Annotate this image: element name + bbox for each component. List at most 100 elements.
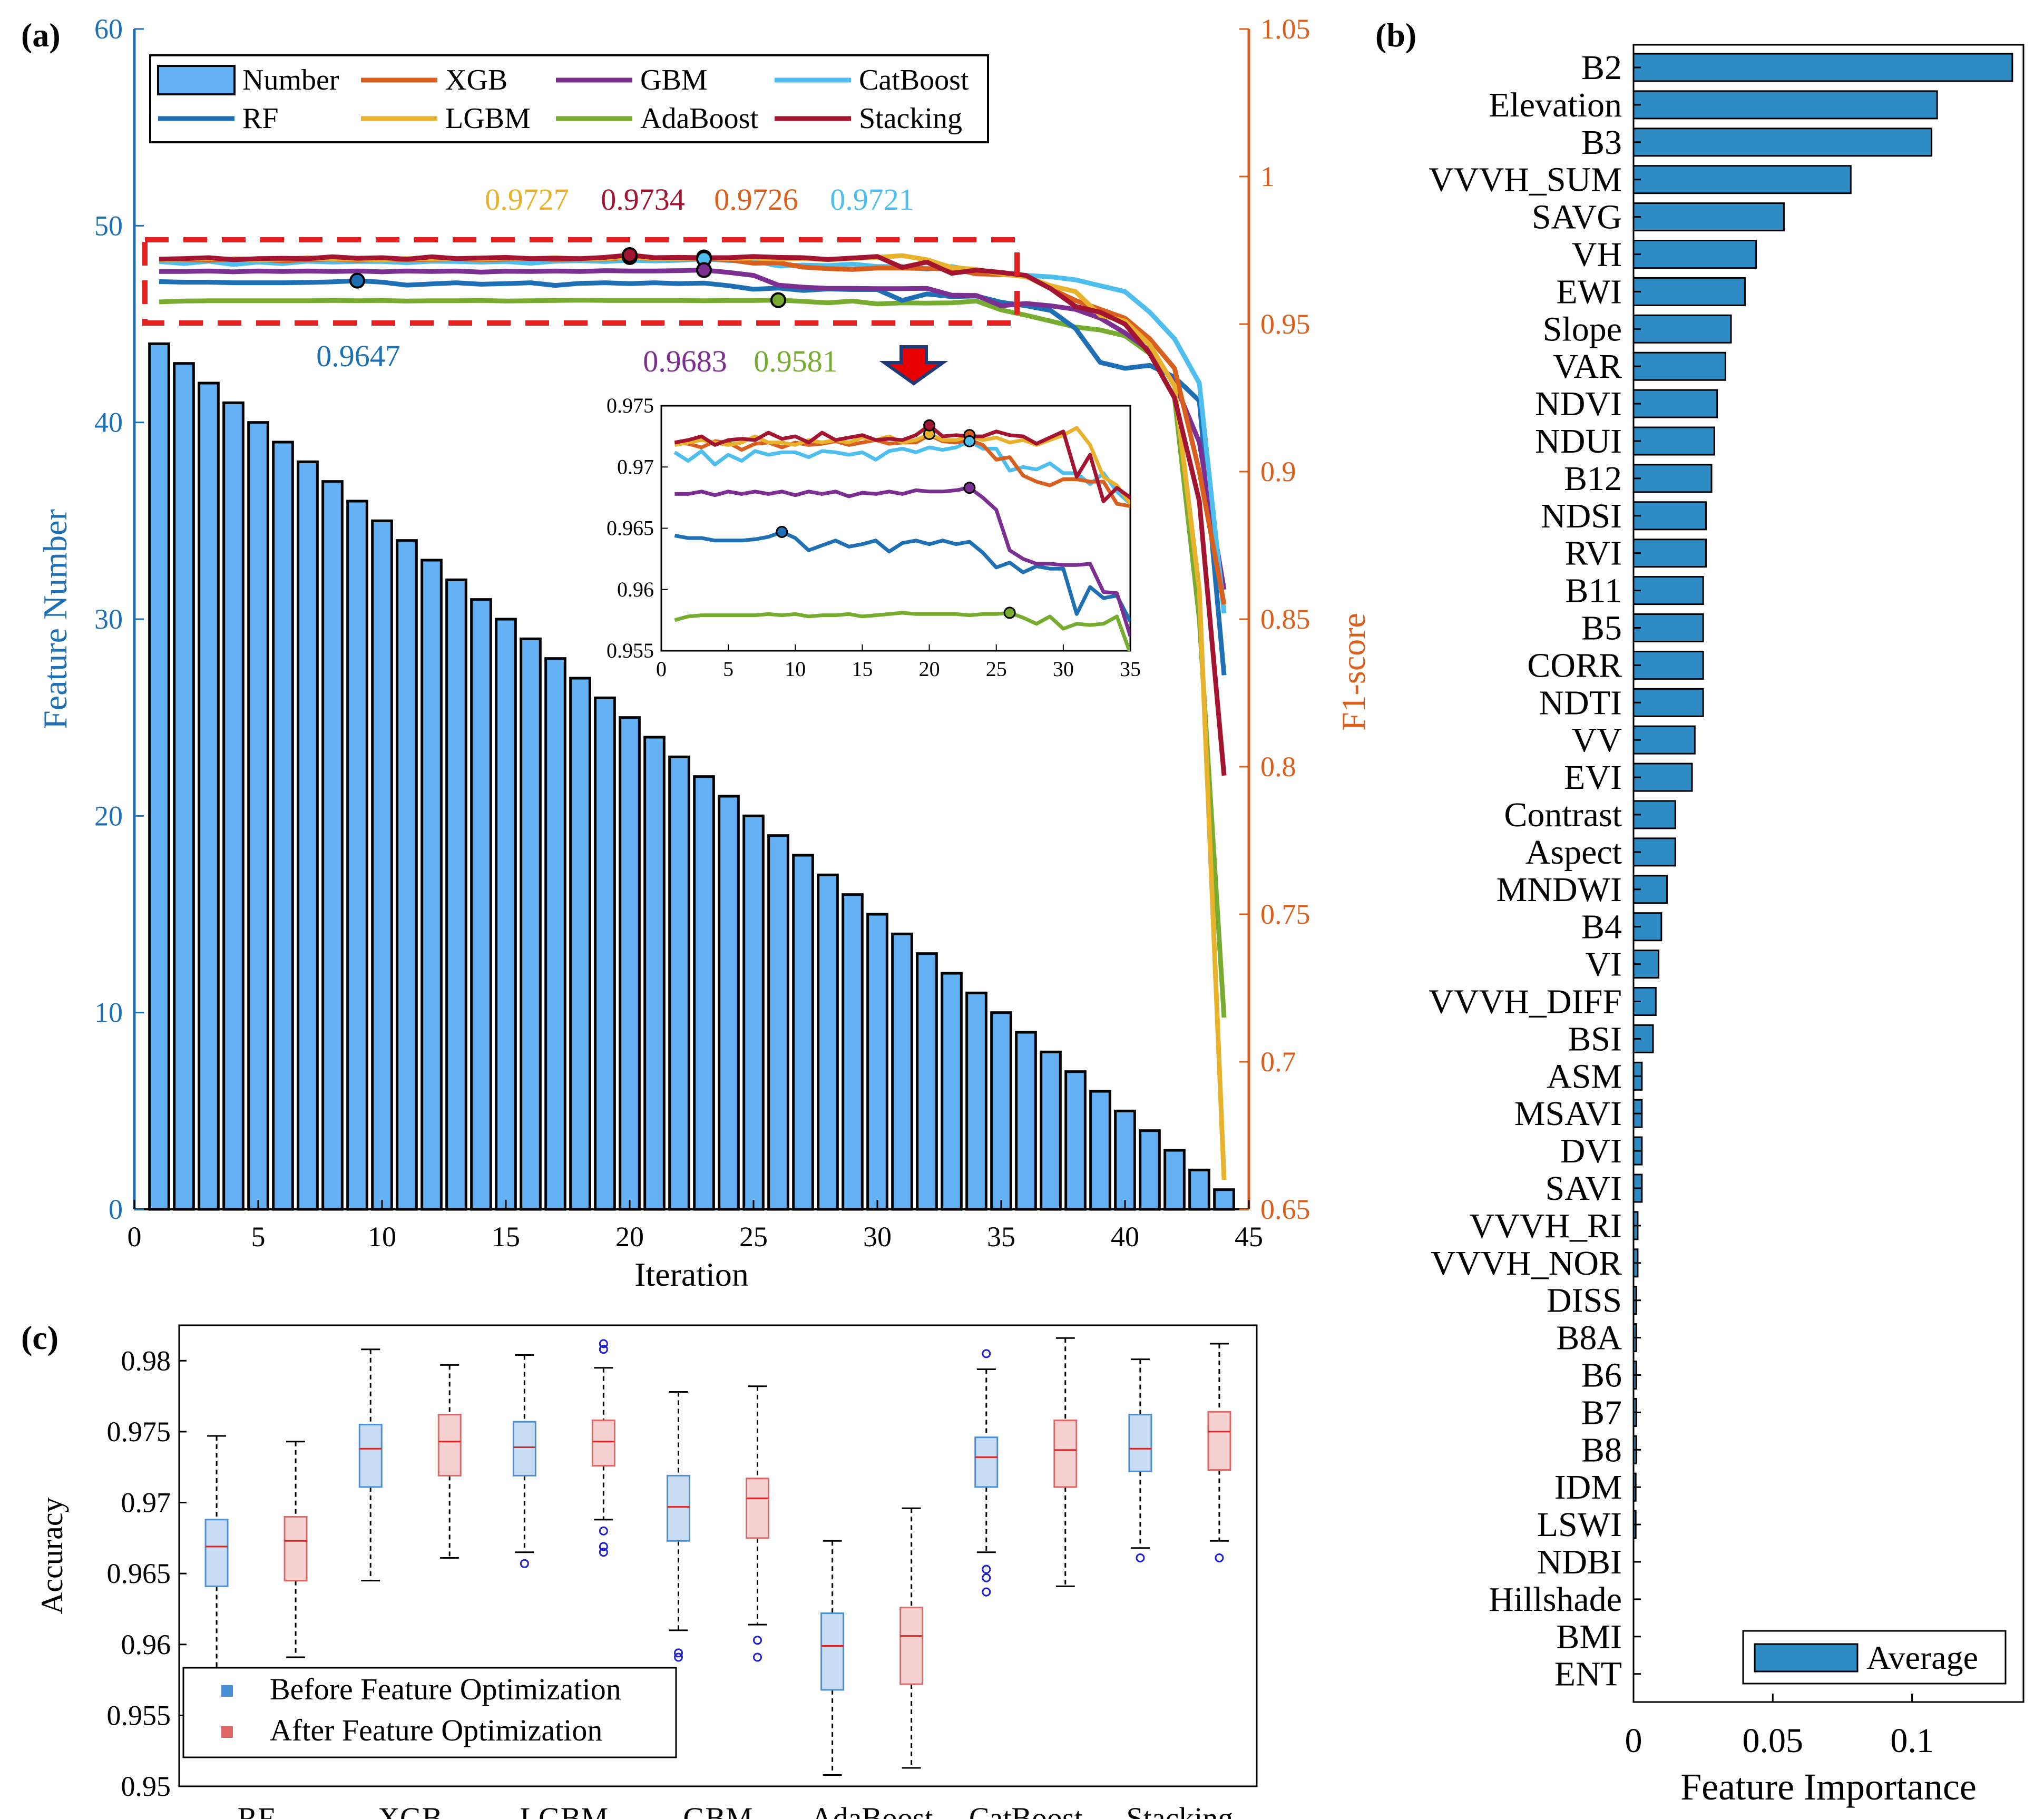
after-gbm-outlier bbox=[753, 1636, 762, 1645]
max-label-adaboost: 0.9581 bbox=[754, 344, 838, 378]
feature-label-lswi: LSWI bbox=[1537, 1505, 1622, 1544]
x-tick-label: 5 bbox=[251, 1221, 266, 1253]
number-bar-27 bbox=[792, 854, 814, 1211]
panel-b-x-axis-title: Feature Importance bbox=[1680, 1766, 1977, 1808]
legend-label-rf: RF bbox=[242, 102, 279, 135]
before-catboost-outlier bbox=[982, 1564, 991, 1574]
left-y-axis-title: Feature Number bbox=[36, 509, 74, 729]
after-lgbm-outlier bbox=[599, 1526, 608, 1536]
panel-b: (b) B2ElevationB3VVVH_SUMSAVGVHEWISlopeV… bbox=[1375, 16, 2025, 1808]
line-lgbm bbox=[159, 253, 1227, 1180]
number-bar-28 bbox=[817, 873, 839, 1211]
feature-label-hillshade: Hillshade bbox=[1489, 1580, 1622, 1619]
panel-b-label: (b) bbox=[1375, 16, 1416, 54]
feature-importance-plot: B2ElevationB3VVVH_SUMSAVGVHEWISlopeVARND… bbox=[1429, 44, 2025, 1808]
number-bar-17 bbox=[544, 657, 566, 1211]
number-bar-11 bbox=[396, 539, 418, 1211]
after-lgbm-outlier bbox=[599, 1542, 608, 1551]
before-gbm-outlier bbox=[674, 1652, 683, 1662]
number-bar-7 bbox=[297, 460, 319, 1211]
importance-bar-vh bbox=[1632, 240, 1757, 269]
feature-label-vh: VH bbox=[1572, 236, 1622, 274]
zoom-arrow-icon bbox=[879, 345, 948, 386]
after-catboost-box bbox=[1053, 1419, 1078, 1488]
importance-bar-b3 bbox=[1632, 128, 1933, 157]
number-bar-23 bbox=[693, 775, 715, 1211]
inset-x-tick-label: 35 bbox=[1120, 657, 1141, 681]
x-tick-label: 0 bbox=[128, 1221, 142, 1253]
before-stacking-box bbox=[1128, 1414, 1152, 1472]
right-y-tick-label: 0.7 bbox=[1260, 1046, 1296, 1078]
left-y-tick-label: 20 bbox=[94, 800, 123, 832]
panel-c-y-tick-label: 0.965 bbox=[107, 1558, 171, 1589]
feature-label-vvvh_sum: VVVH_SUM bbox=[1429, 161, 1622, 199]
importance-bar-ndsi bbox=[1632, 501, 1707, 531]
panel-c-y-tick-label: 0.98 bbox=[121, 1345, 171, 1376]
number-bar-43 bbox=[1188, 1168, 1210, 1211]
feature-label-b5: B5 bbox=[1581, 609, 1622, 648]
number-bar-13 bbox=[445, 578, 467, 1211]
max-label-lgbm: 0.9727 bbox=[485, 182, 569, 217]
number-bar-8 bbox=[321, 480, 344, 1211]
left-y-tick-label: 30 bbox=[94, 603, 123, 635]
number-bar-38 bbox=[1064, 1070, 1087, 1211]
category-label-adaboost: AdaBoost bbox=[811, 1801, 933, 1819]
feature-label-b7: B7 bbox=[1581, 1393, 1622, 1432]
feature-label-slope: Slope bbox=[1543, 310, 1622, 348]
feature-label-ndti: NDTI bbox=[1539, 683, 1622, 722]
inset-max-marker-stacking bbox=[923, 419, 936, 432]
line-gbm bbox=[159, 268, 1227, 590]
feature-label-contrast: Contrast bbox=[1504, 796, 1622, 834]
before-gbm-box bbox=[667, 1474, 690, 1542]
after-stacking-outlier bbox=[1215, 1553, 1224, 1563]
panel-a-annotations: 0.9647 0.9727 0.9734 0.9726 0.9721 0.9683 0.95… bbox=[142, 182, 1020, 386]
max-label-stacking: 0.9734 bbox=[601, 182, 685, 217]
after-xgb-box bbox=[437, 1414, 462, 1476]
feature-label-ndvi: NDVI bbox=[1535, 385, 1622, 423]
number-bar-24 bbox=[718, 795, 740, 1211]
number-bar-26 bbox=[767, 834, 789, 1211]
feature-label-b8a: B8A bbox=[1556, 1319, 1622, 1357]
inset-max-marker-catboost bbox=[963, 435, 976, 447]
right-y-tick-label: 0.95 bbox=[1260, 308, 1310, 340]
x-tick-label: 20 bbox=[615, 1221, 644, 1253]
x-tick-label: 35 bbox=[987, 1221, 1015, 1253]
right-y-tick-label: 1.05 bbox=[1260, 13, 1310, 45]
left-y-tick-label: 50 bbox=[94, 210, 123, 241]
inset-x-tick-label: 25 bbox=[986, 657, 1007, 681]
before-lgbm-box bbox=[512, 1421, 536, 1476]
after-lgbm-outlier bbox=[599, 1548, 608, 1557]
max-marker-stacking bbox=[622, 247, 638, 263]
number-bar-25 bbox=[742, 814, 765, 1211]
feature-label-vv: VV bbox=[1572, 721, 1622, 759]
before-adaboost-box bbox=[820, 1612, 845, 1691]
inset-y-tick-label: 0.97 bbox=[617, 455, 654, 478]
max-marker-gbm bbox=[696, 262, 712, 278]
feature-label-aspect: Aspect bbox=[1525, 833, 1622, 872]
feature-label-ewi: EWI bbox=[1556, 272, 1622, 311]
before-lgbm-outlier bbox=[520, 1559, 529, 1568]
legend-label-catboost: CatBoost bbox=[859, 64, 969, 96]
line-adaboost bbox=[159, 298, 1227, 1018]
right-y-axis-title: F1-score bbox=[1335, 613, 1372, 731]
number-bar-6 bbox=[272, 441, 294, 1211]
panel-c-y-axis-title: Accuracy bbox=[35, 1497, 69, 1614]
right-y-tick-label: 0.9 bbox=[1260, 456, 1296, 487]
number-bar-18 bbox=[569, 677, 591, 1211]
number-bar-14 bbox=[470, 598, 492, 1211]
panel-c-frame bbox=[178, 1324, 1258, 1787]
inset-x-tick-label: 0 bbox=[656, 657, 667, 681]
number-bar-30 bbox=[866, 913, 888, 1211]
panel-c-y-tick-label: 0.96 bbox=[121, 1629, 171, 1660]
legend-swatch-average bbox=[1754, 1643, 1859, 1673]
importance-bar-b2 bbox=[1632, 53, 2013, 82]
inset-x-tick-label: 5 bbox=[723, 657, 734, 681]
inset-x-tick-label: 15 bbox=[852, 657, 873, 681]
before-rf-box bbox=[204, 1519, 229, 1587]
panel-c-y-tick-label: 0.955 bbox=[107, 1699, 171, 1731]
number-bar-44 bbox=[1213, 1188, 1235, 1211]
inset-x-tick-label: 30 bbox=[1053, 657, 1074, 681]
feature-label-msavi: MSAVI bbox=[1514, 1094, 1622, 1133]
number-bar-39 bbox=[1089, 1090, 1111, 1211]
